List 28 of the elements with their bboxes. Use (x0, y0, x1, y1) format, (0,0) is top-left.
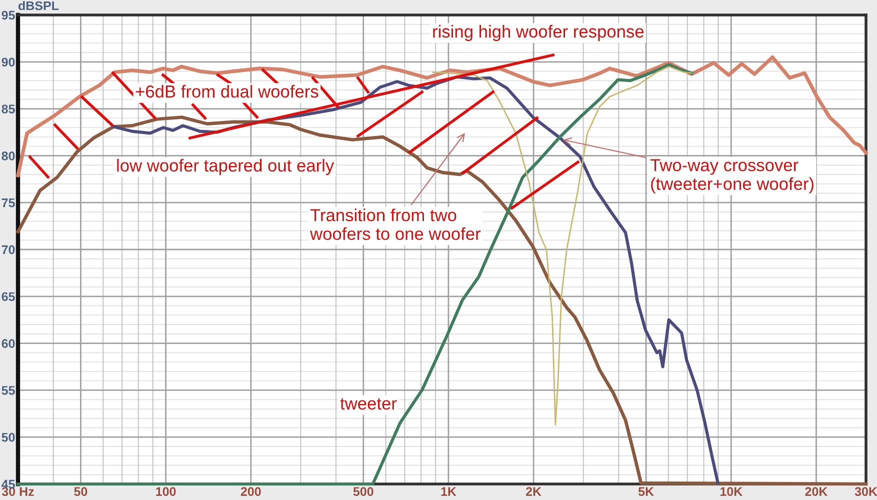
annotation: +6dB from dual woofers (136, 84, 318, 98)
x-tick-label: 10K (720, 487, 742, 496)
x-tick-label: 50 (74, 487, 88, 496)
annotation: low woofer tapered out early (117, 158, 334, 176)
x-tick-label: 200 (240, 487, 261, 496)
y-axis-title: dBSPL (18, 1, 59, 10)
y-tick-label: 50 (2, 432, 15, 442)
annotation: Transition from two woofers to one woofer (310, 208, 481, 240)
y-tick-label: 85 (2, 104, 15, 114)
x-tick-label: 1K (441, 487, 456, 496)
y-tick-label: 95 (2, 10, 15, 20)
x-tick-label: 5K (638, 487, 654, 496)
annotation: rising high woofer response (433, 24, 644, 42)
x-tick-label: 20K (805, 487, 828, 496)
y-tick-label: 90 (2, 58, 15, 67)
x-tick-label: 2K (526, 487, 542, 496)
y-tick-label: 75 (2, 198, 15, 208)
annotation: Two-way crossover (tweeter+one woofer) (650, 159, 814, 194)
y-tick-label: 45 (2, 480, 15, 489)
x-tick-label: 100 (156, 487, 176, 496)
y-tick-label: 65 (2, 292, 15, 302)
y-tick-label: 70 (2, 245, 15, 254)
y-tick-label: 80 (2, 152, 15, 160)
annotation: tweeter (340, 398, 397, 410)
y-tick-label: 60 (2, 339, 15, 348)
x-tick-label: 500 (353, 487, 374, 496)
x-tick-label: 30K (854, 487, 877, 496)
y-tick-label: 55 (2, 386, 15, 395)
